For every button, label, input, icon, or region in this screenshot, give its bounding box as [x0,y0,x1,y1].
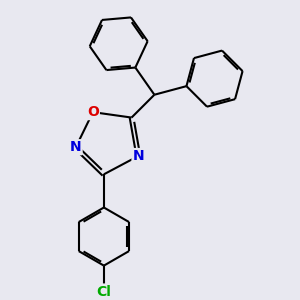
Text: O: O [87,105,99,119]
Text: Cl: Cl [96,284,111,298]
Text: N: N [133,149,144,163]
Text: N: N [70,140,82,154]
